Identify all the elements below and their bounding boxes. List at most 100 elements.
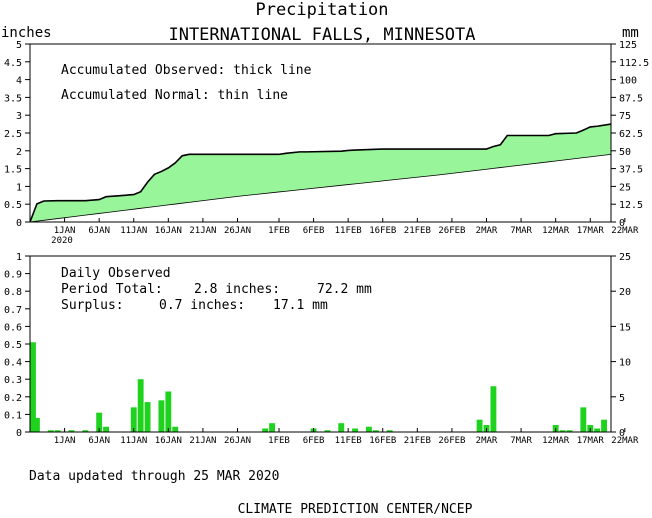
accumulated-left-axis: 0 0.5 1 1.5 2 2.5 3 3.5 4 4.5 5 <box>4 40 30 229</box>
x-axis-tick-label: 21JAN <box>189 226 216 236</box>
left-axis-tick-label: 0.2 <box>4 393 22 404</box>
x-axis-tick-label: 21FEB <box>404 226 431 236</box>
x-axis-tick-label: 1FEB <box>268 226 290 236</box>
accumulated-difference-area <box>30 124 611 222</box>
x-axis-tick-label: 16FEB <box>369 226 396 236</box>
x-axis-tick-label: 17MAR <box>577 226 605 236</box>
x-axis-tick-label: 1JAN <box>54 226 76 236</box>
left-axis-tick-label: 5 <box>16 40 22 51</box>
x-axis-tick-label: 21JAN <box>189 436 216 446</box>
chart-title: Precipitation <box>255 0 388 20</box>
right-axis-tick-label: 87.5 <box>619 93 643 104</box>
x-axis-tick-label: 22MAR <box>611 226 639 236</box>
right-axis-tick-label: 62.5 <box>619 129 643 140</box>
left-unit-label: inches <box>1 25 52 41</box>
daily-bar <box>566 430 573 432</box>
right-axis-tick-label: 15 <box>619 322 631 333</box>
daily-bar <box>33 417 40 432</box>
daily-bar <box>103 426 110 432</box>
daily-bar <box>372 430 379 432</box>
daily-bar <box>172 426 179 432</box>
daily-left-axis: 0 0.1 0.2 0.3 0.4 0.5 0.6 0.7 0.8 0.9 1 <box>4 252 30 439</box>
left-axis-tick-label: 0.7 <box>4 305 22 316</box>
x-axis-tick-label: 16JAN <box>155 226 182 236</box>
daily-bar <box>30 342 36 432</box>
x-axis-tick-label: 17MAR <box>577 436 605 446</box>
x-axis-tick-label: 1JAN <box>54 436 76 446</box>
left-axis-tick-label: 0.6 <box>4 322 22 333</box>
daily-bar <box>324 430 331 432</box>
daily-bar <box>130 407 137 432</box>
x-axis-tick-label: 6FEB <box>303 226 325 236</box>
right-axis-tick-label: 50 <box>619 147 631 158</box>
left-axis-tick-label: 0.5 <box>4 200 22 211</box>
daily-bar <box>165 391 172 432</box>
right-axis-tick-label: 75 <box>619 111 631 122</box>
daily-bar <box>54 430 61 432</box>
right-axis-tick-label: 0 <box>619 428 625 439</box>
daily-bar <box>262 428 269 432</box>
x-axis-tick-label: 7MAR <box>510 226 532 236</box>
surplus-label: Surplus: <box>61 298 124 313</box>
right-axis-tick-label: 5 <box>619 393 625 404</box>
right-axis-tick-label: 10 <box>619 358 631 369</box>
daily-bar <box>476 419 483 432</box>
daily-bar <box>490 386 497 432</box>
daily-bar <box>269 423 276 432</box>
daily-bars <box>30 342 608 432</box>
daily-bar <box>158 400 165 432</box>
accumulated-normal-line <box>29 153 612 223</box>
left-axis-tick-label: 0.8 <box>4 287 22 298</box>
observed-legend-note: Accumulated Observed: thick line <box>61 63 312 78</box>
left-axis-tick-label: 4.5 <box>4 58 22 69</box>
left-axis-tick-label: 0.5 <box>4 340 22 351</box>
x-axis-tick-label: 11FEB <box>335 436 362 446</box>
left-axis-tick-label: 1.5 <box>4 165 22 176</box>
right-axis-tick-label: 25 <box>619 182 631 193</box>
left-axis-tick-label: 2.5 <box>4 129 22 140</box>
x-axis-tick-label: 22MAR <box>611 436 639 446</box>
x-axis-tick-label: 6FEB <box>303 436 325 446</box>
right-axis-tick-label: 0 <box>619 218 625 229</box>
daily-bar <box>594 428 601 432</box>
accumulated-right-axis: 0 12.5 25 37.5 50 62.5 75 87.5 100 112.5 125 <box>611 40 649 229</box>
daily-bar <box>386 430 393 432</box>
x-axis-tick-label: 7MAR <box>510 436 532 446</box>
accumulated-observed-line <box>29 123 612 223</box>
right-axis-tick-label: 37.5 <box>619 165 643 176</box>
right-axis-tick-label: 100 <box>619 76 637 87</box>
daily-heading: Daily Observed <box>61 266 171 281</box>
daily-x-axis: 1JAN 6JAN 11JAN 16JAN 21JAN 26JAN 1FEB 6FEB 11FE… <box>54 428 639 446</box>
daily-bar <box>559 430 566 432</box>
left-axis-tick-label: 0.1 <box>4 410 22 421</box>
right-axis-tick-label: 12.5 <box>619 200 643 211</box>
daily-bar <box>352 428 359 432</box>
x-axis-tick-label: 26JAN <box>224 436 251 446</box>
daily-bar <box>144 402 151 432</box>
left-axis-tick-label: 0 <box>16 218 22 229</box>
left-axis-tick-label: 0.4 <box>4 358 22 369</box>
daily-bar <box>338 423 345 432</box>
x-axis-tick-label: 12MAR <box>542 436 570 446</box>
right-axis-tick-label: 25 <box>619 252 631 263</box>
daily-bar <box>580 407 587 432</box>
daily-bar <box>68 430 75 432</box>
x-axis-tick-label: 16JAN <box>155 436 182 446</box>
daily-bar <box>137 379 144 432</box>
normal-legend-note: Accumulated Normal: thin line <box>61 88 288 103</box>
left-axis-tick-label: 0 <box>16 428 22 439</box>
x-axis-tick-label: 2MAR <box>476 226 498 236</box>
daily-bar <box>96 412 103 432</box>
x-axis-tick-label: 6JAN <box>88 436 110 446</box>
period-total-label: Period Total: <box>61 282 163 297</box>
x-axis-tick-label: 2MAR <box>476 436 498 446</box>
period-total-mm: 72.2 mm <box>317 282 372 297</box>
daily-bar <box>47 430 54 432</box>
surplus-mm: 17.1 mm <box>273 298 328 313</box>
daily-bar <box>82 430 89 432</box>
x-axis-tick-label: 11JAN <box>120 436 147 446</box>
left-axis-tick-label: 0.3 <box>4 375 22 386</box>
x-axis-tick-label: 11FEB <box>335 226 362 236</box>
accumulated-x-axis: 1JAN 6JAN 11JAN 16JAN 21JAN 26JAN 1FEB 6FEB 11FE… <box>54 218 639 236</box>
